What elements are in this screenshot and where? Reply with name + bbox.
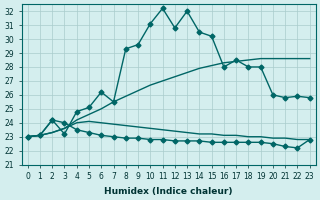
- X-axis label: Humidex (Indice chaleur): Humidex (Indice chaleur): [104, 187, 233, 196]
